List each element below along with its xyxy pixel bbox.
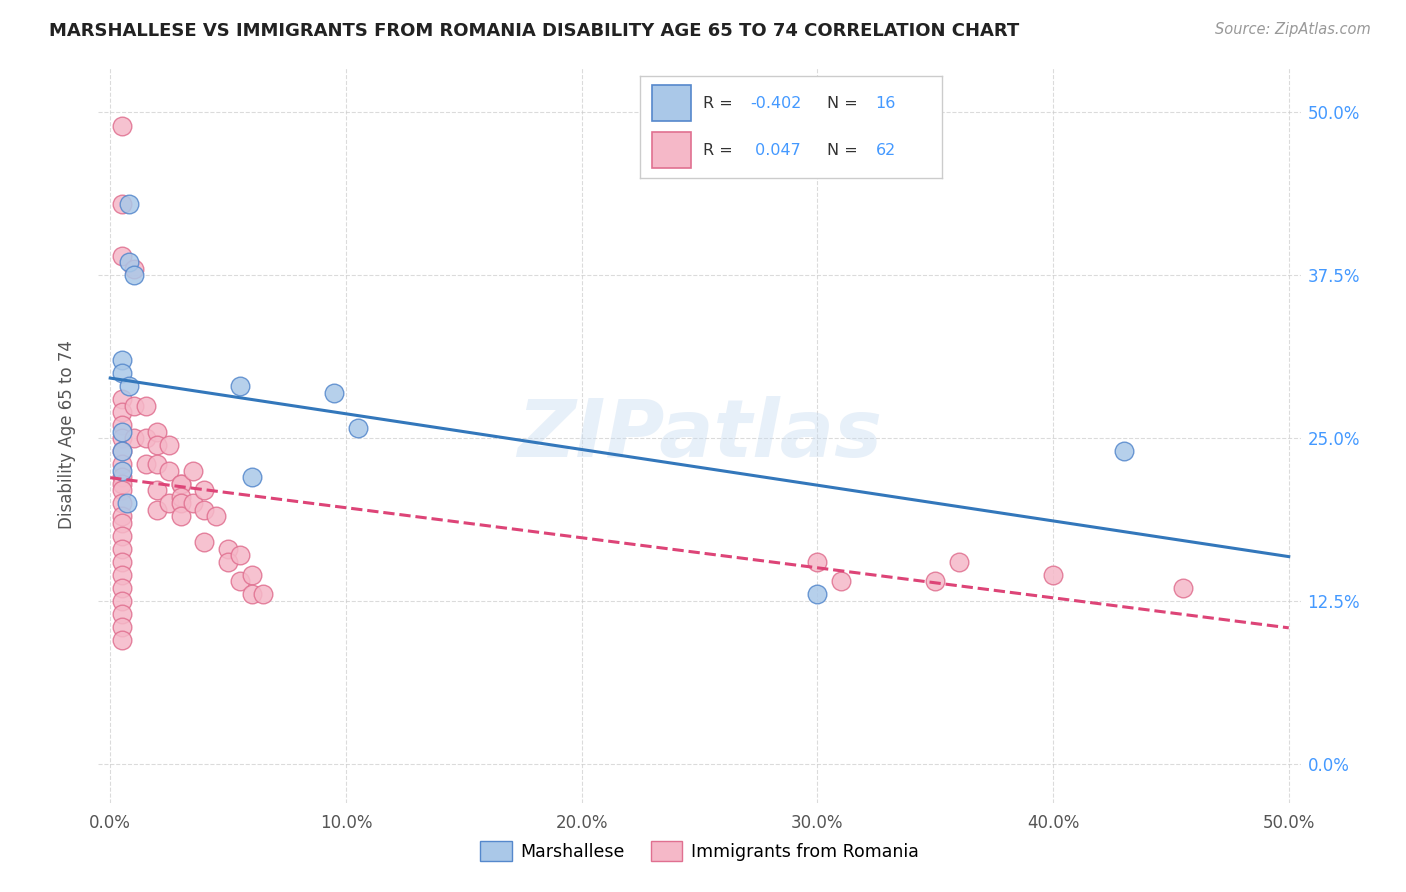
Point — [1171, 581, 1194, 595]
Point — [135, 399, 157, 413]
Point — [252, 587, 274, 601]
Point — [111, 249, 134, 263]
Point — [111, 457, 134, 471]
Point — [111, 444, 134, 458]
Bar — [652, 85, 692, 121]
Point — [229, 574, 252, 589]
Point — [111, 555, 134, 569]
Point — [111, 632, 134, 647]
Point — [111, 444, 134, 458]
Point — [111, 366, 134, 380]
Point — [111, 607, 134, 621]
Point — [118, 379, 141, 393]
Point — [157, 464, 180, 478]
Point — [948, 555, 970, 569]
Point — [118, 255, 141, 269]
Point — [111, 541, 134, 556]
Point — [146, 502, 169, 516]
Point — [118, 196, 141, 211]
Point — [122, 399, 145, 413]
Y-axis label: Disability Age 65 to 74: Disability Age 65 to 74 — [58, 341, 76, 529]
Point — [146, 457, 169, 471]
Point — [111, 509, 134, 524]
Point — [111, 431, 134, 445]
Point — [830, 574, 852, 589]
Point — [122, 261, 145, 276]
Text: N =: N = — [827, 143, 863, 158]
Point — [924, 574, 946, 589]
Point — [240, 567, 263, 582]
Point — [240, 470, 263, 484]
Point — [146, 437, 169, 451]
Point — [181, 496, 204, 510]
Text: 16: 16 — [876, 95, 896, 111]
Point — [170, 476, 193, 491]
Point — [111, 567, 134, 582]
Text: 62: 62 — [876, 143, 896, 158]
Point — [193, 483, 215, 498]
Point — [170, 476, 193, 491]
Point — [111, 620, 134, 634]
Point — [217, 541, 239, 556]
Point — [111, 119, 134, 133]
Point — [111, 196, 134, 211]
Point — [111, 353, 134, 368]
Point — [111, 470, 134, 484]
Point — [111, 392, 134, 406]
Point — [193, 502, 215, 516]
Point — [157, 437, 180, 451]
Point — [170, 490, 193, 504]
Point — [346, 420, 368, 434]
Bar — [652, 132, 692, 168]
Text: ZIPatlas: ZIPatlas — [517, 396, 882, 474]
Point — [135, 457, 157, 471]
Point — [111, 594, 134, 608]
Point — [1042, 567, 1064, 582]
Point — [240, 587, 263, 601]
Point — [111, 483, 134, 498]
Point — [217, 555, 239, 569]
Point — [111, 496, 134, 510]
Text: 0.047: 0.047 — [749, 143, 801, 158]
Text: Source: ZipAtlas.com: Source: ZipAtlas.com — [1215, 22, 1371, 37]
Point — [170, 509, 193, 524]
Point — [181, 464, 204, 478]
Point — [229, 549, 252, 563]
Point — [111, 476, 134, 491]
Point — [111, 581, 134, 595]
Point — [205, 509, 228, 524]
Text: R =: R = — [703, 95, 738, 111]
Point — [1112, 444, 1135, 458]
Point — [111, 405, 134, 419]
Point — [111, 425, 134, 439]
Point — [806, 587, 828, 601]
Point — [146, 425, 169, 439]
Point — [111, 516, 134, 530]
Point — [146, 483, 169, 498]
Point — [135, 431, 157, 445]
Point — [122, 268, 145, 283]
Point — [122, 431, 145, 445]
Point — [170, 496, 193, 510]
Legend: Marshallese, Immigrants from Romania: Marshallese, Immigrants from Romania — [474, 834, 925, 868]
Point — [111, 464, 134, 478]
Point — [115, 496, 138, 510]
Point — [806, 555, 828, 569]
Text: -0.402: -0.402 — [749, 95, 801, 111]
Point — [111, 418, 134, 433]
Point — [157, 496, 180, 510]
Text: N =: N = — [827, 95, 863, 111]
Point — [111, 529, 134, 543]
Point — [193, 535, 215, 549]
Text: MARSHALLESE VS IMMIGRANTS FROM ROMANIA DISABILITY AGE 65 TO 74 CORRELATION CHART: MARSHALLESE VS IMMIGRANTS FROM ROMANIA D… — [49, 22, 1019, 40]
Point — [323, 385, 346, 400]
Text: R =: R = — [703, 143, 744, 158]
Point — [229, 379, 252, 393]
